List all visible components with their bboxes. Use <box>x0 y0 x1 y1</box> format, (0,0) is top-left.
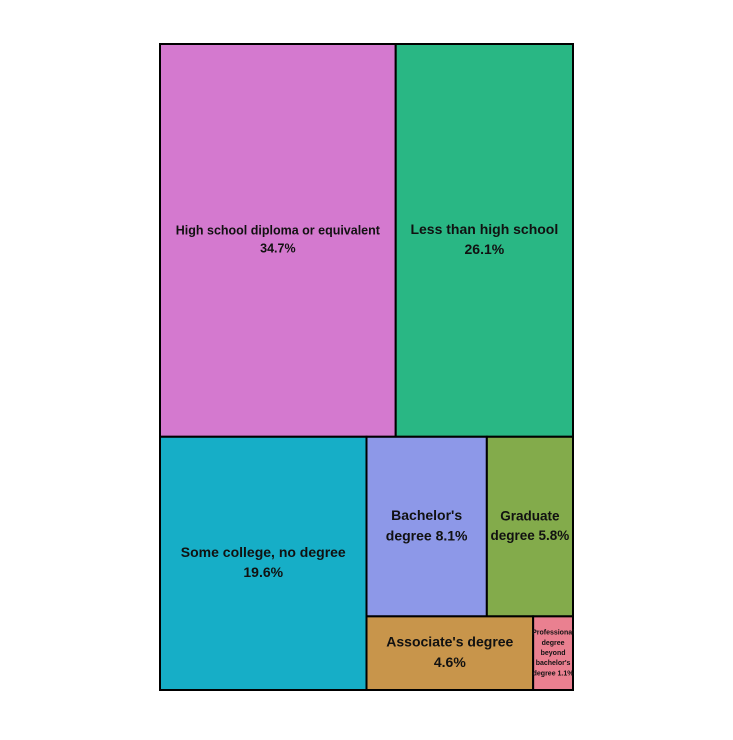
tile-label: Some college, no degree <box>181 544 346 560</box>
tile-label: Less than high school <box>410 221 558 237</box>
tile-rect <box>394 43 575 438</box>
tile-label: Graduate <box>500 508 560 523</box>
tile-less-than-high-school: Less than high school 26.1% <box>394 43 575 438</box>
tile-label: bachelor's <box>536 660 571 667</box>
tile-label: beyond <box>541 650 566 657</box>
tile-label: Bachelor's <box>391 507 462 523</box>
tile-label: degree <box>542 640 565 647</box>
tile-rect <box>159 43 397 438</box>
tile-bachelor-s-degree: Bachelor's degree 8.1% <box>365 435 488 618</box>
tile-some-college-no-degree: Some college, no degree 19.6% <box>159 435 368 691</box>
tile-label: 26.1% <box>465 241 505 257</box>
tile-rect <box>159 435 368 691</box>
tile-label: 19.6% <box>243 564 283 580</box>
tile-rect <box>532 615 574 692</box>
tile-label: High school diploma or equivalent <box>176 224 381 238</box>
tile-label: Associate's degree <box>386 634 513 650</box>
tile-label: Professional <box>532 630 574 637</box>
tile-label: 4.6% <box>434 654 466 670</box>
tile-label: degree 8.1% <box>386 527 468 543</box>
tile-graduate-degree: Graduate degree 5.8% <box>485 435 574 618</box>
tile-label: degree 5.8% <box>491 528 570 543</box>
tile-label: 34.7% <box>260 242 295 256</box>
tile-associate-s-degree: Associate's degree 4.6% <box>365 615 535 692</box>
tile-rect <box>485 435 574 618</box>
tile-rect <box>365 435 488 618</box>
tile-label: degree 1.1% <box>533 670 575 677</box>
tile-professional-degree-beyond-bachelor-s-degree: Professional degree beyond bachelor's degree… <box>532 615 575 692</box>
tile-high-school-diploma-or-equivalent: High school diploma or equivalent 34.7% <box>159 43 397 438</box>
